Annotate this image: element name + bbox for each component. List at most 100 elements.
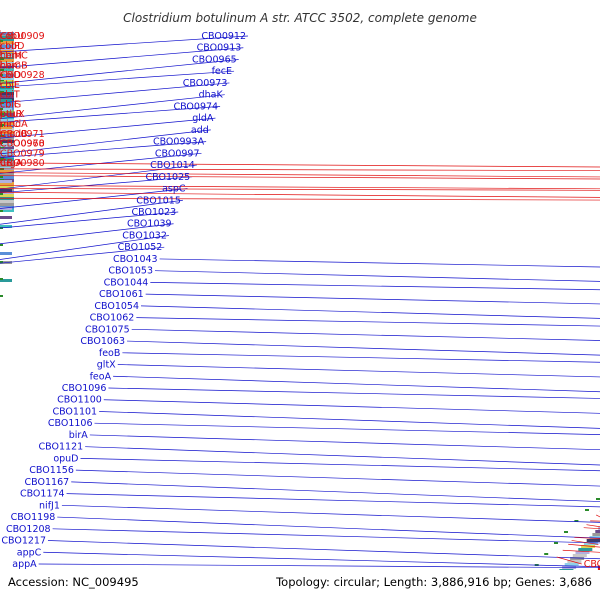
minus-gene-label: fecE bbox=[212, 66, 232, 77]
plus-gene-label: CBO0970 bbox=[0, 139, 45, 150]
minus-gene-label: add bbox=[191, 125, 209, 136]
plus-label-leader bbox=[556, 556, 582, 565]
minus-gene-label: CBO0912 bbox=[201, 31, 246, 42]
minus-label-leader bbox=[113, 375, 600, 393]
feature-block bbox=[0, 182, 14, 185]
feature-block bbox=[586, 539, 600, 542]
minus-label-leader bbox=[0, 106, 221, 123]
feature-block bbox=[0, 140, 14, 143]
feature-block bbox=[0, 38, 14, 41]
minus-feature-block bbox=[0, 36, 12, 39]
minus-label-leader bbox=[0, 235, 169, 260]
feature-mark bbox=[585, 509, 589, 511]
minus-gene-label: dhaK bbox=[199, 90, 224, 101]
minus-feature-block bbox=[0, 63, 12, 66]
minus-gene-label: CBO1174 bbox=[20, 489, 65, 500]
feature-block bbox=[0, 158, 14, 161]
feature-block bbox=[0, 185, 14, 188]
plus-gene-label: cbiP bbox=[0, 41, 20, 52]
feature-block bbox=[0, 134, 14, 137]
minus-label-leader bbox=[0, 70, 235, 88]
minus-label-leader bbox=[71, 481, 600, 502]
minus-gene-label: CBO1106 bbox=[48, 418, 93, 429]
minus-gene-label: CBO1156 bbox=[29, 465, 74, 476]
plus-gene-label: cbiE bbox=[0, 80, 20, 91]
plus-gene-label: cbiM bbox=[0, 51, 22, 62]
minus-label-leader bbox=[117, 364, 600, 378]
map-title: Clostridium botulinum A str. ATCC 3502, … bbox=[123, 11, 477, 25]
minus-feature-block bbox=[0, 225, 12, 228]
minus-label-leader bbox=[61, 504, 600, 523]
minus-label-leader bbox=[108, 387, 600, 399]
minus-gene-label: opuD bbox=[53, 453, 78, 464]
plus-label-leader bbox=[0, 162, 600, 168]
feature-block bbox=[0, 200, 14, 203]
minus-feature-mark bbox=[0, 142, 3, 144]
minus-label-leader bbox=[66, 493, 600, 508]
plus-gene-label: cbiF bbox=[0, 99, 19, 110]
feature-block bbox=[0, 176, 14, 179]
feature-block bbox=[0, 47, 14, 50]
plus-label-leader bbox=[586, 524, 600, 528]
feature-mark bbox=[0, 135, 4, 137]
feature-mark bbox=[554, 542, 558, 544]
feature-block bbox=[0, 194, 14, 197]
minus-feature-mark bbox=[0, 261, 3, 263]
plus-gene-label: cobU bbox=[0, 31, 24, 42]
feature-mark bbox=[564, 531, 568, 533]
feature-mark bbox=[544, 553, 549, 555]
plus-gene-label: cbiL bbox=[0, 80, 20, 91]
minus-feature-block bbox=[0, 108, 12, 111]
minus-feature-block bbox=[0, 252, 12, 255]
feature-block bbox=[564, 563, 579, 566]
feature-block bbox=[595, 530, 600, 533]
plus-label-leader bbox=[0, 188, 600, 191]
minus-gene-label: CBO0997 bbox=[155, 148, 200, 159]
plus-gene-label: hemC bbox=[0, 51, 28, 62]
feature-block bbox=[570, 557, 585, 560]
plus-gene-label: cobD bbox=[0, 41, 24, 52]
feature-block bbox=[592, 533, 600, 536]
feature-block bbox=[575, 551, 590, 554]
feature-block bbox=[0, 137, 14, 140]
minus-gene-label: CBO1032 bbox=[122, 231, 167, 242]
minus-label-leader bbox=[0, 47, 244, 69]
minus-feature-mark bbox=[0, 74, 3, 76]
minus-label-leader bbox=[85, 446, 600, 466]
plus-label-leader bbox=[0, 197, 600, 201]
plus-gene-label: CBO0968 bbox=[0, 139, 45, 150]
feature-block bbox=[578, 548, 593, 551]
minus-label-leader bbox=[80, 458, 600, 472]
feature-block bbox=[0, 164, 14, 167]
feature-block bbox=[0, 104, 14, 107]
minus-gene-label: CBO1063 bbox=[80, 336, 125, 347]
minus-gene-label: CBO1023 bbox=[132, 207, 177, 218]
plus-gene-label: cbiT bbox=[0, 90, 20, 101]
minus-feature-mark bbox=[0, 278, 3, 280]
feature-block bbox=[0, 65, 14, 68]
minus-label-leader bbox=[0, 117, 216, 139]
minus-gene-label: CBO1198 bbox=[11, 512, 56, 523]
plus-gene-label: nirC bbox=[0, 119, 20, 130]
minus-gene-label: CBO1121 bbox=[39, 442, 84, 453]
minus-label-leader bbox=[75, 469, 600, 487]
plus-gene-label: CBO0979 bbox=[0, 148, 45, 159]
minus-gene-label: feoA bbox=[90, 371, 112, 382]
minus-gene-label: CBO1044 bbox=[104, 277, 149, 288]
minus-gene-label: CBO1043 bbox=[113, 254, 158, 265]
minus-gene-label: aspC bbox=[162, 184, 186, 195]
minus-label-leader bbox=[140, 305, 600, 319]
plus-gene-label: modA bbox=[0, 119, 28, 130]
minus-label-leader bbox=[0, 141, 207, 158]
plus-label-leader bbox=[595, 514, 600, 518]
feature-block bbox=[0, 41, 14, 44]
feature-block bbox=[0, 89, 14, 92]
minus-gene-label: CBO1039 bbox=[127, 219, 172, 230]
minus-label-leader bbox=[103, 399, 600, 414]
minus-gene-label: CBO1014 bbox=[150, 160, 195, 171]
plus-gene-label: hemB bbox=[0, 60, 28, 71]
plus-gene-label: btuR bbox=[0, 109, 23, 120]
feature-block bbox=[581, 545, 596, 548]
feature-block bbox=[0, 152, 14, 155]
minus-label-leader bbox=[145, 293, 600, 305]
